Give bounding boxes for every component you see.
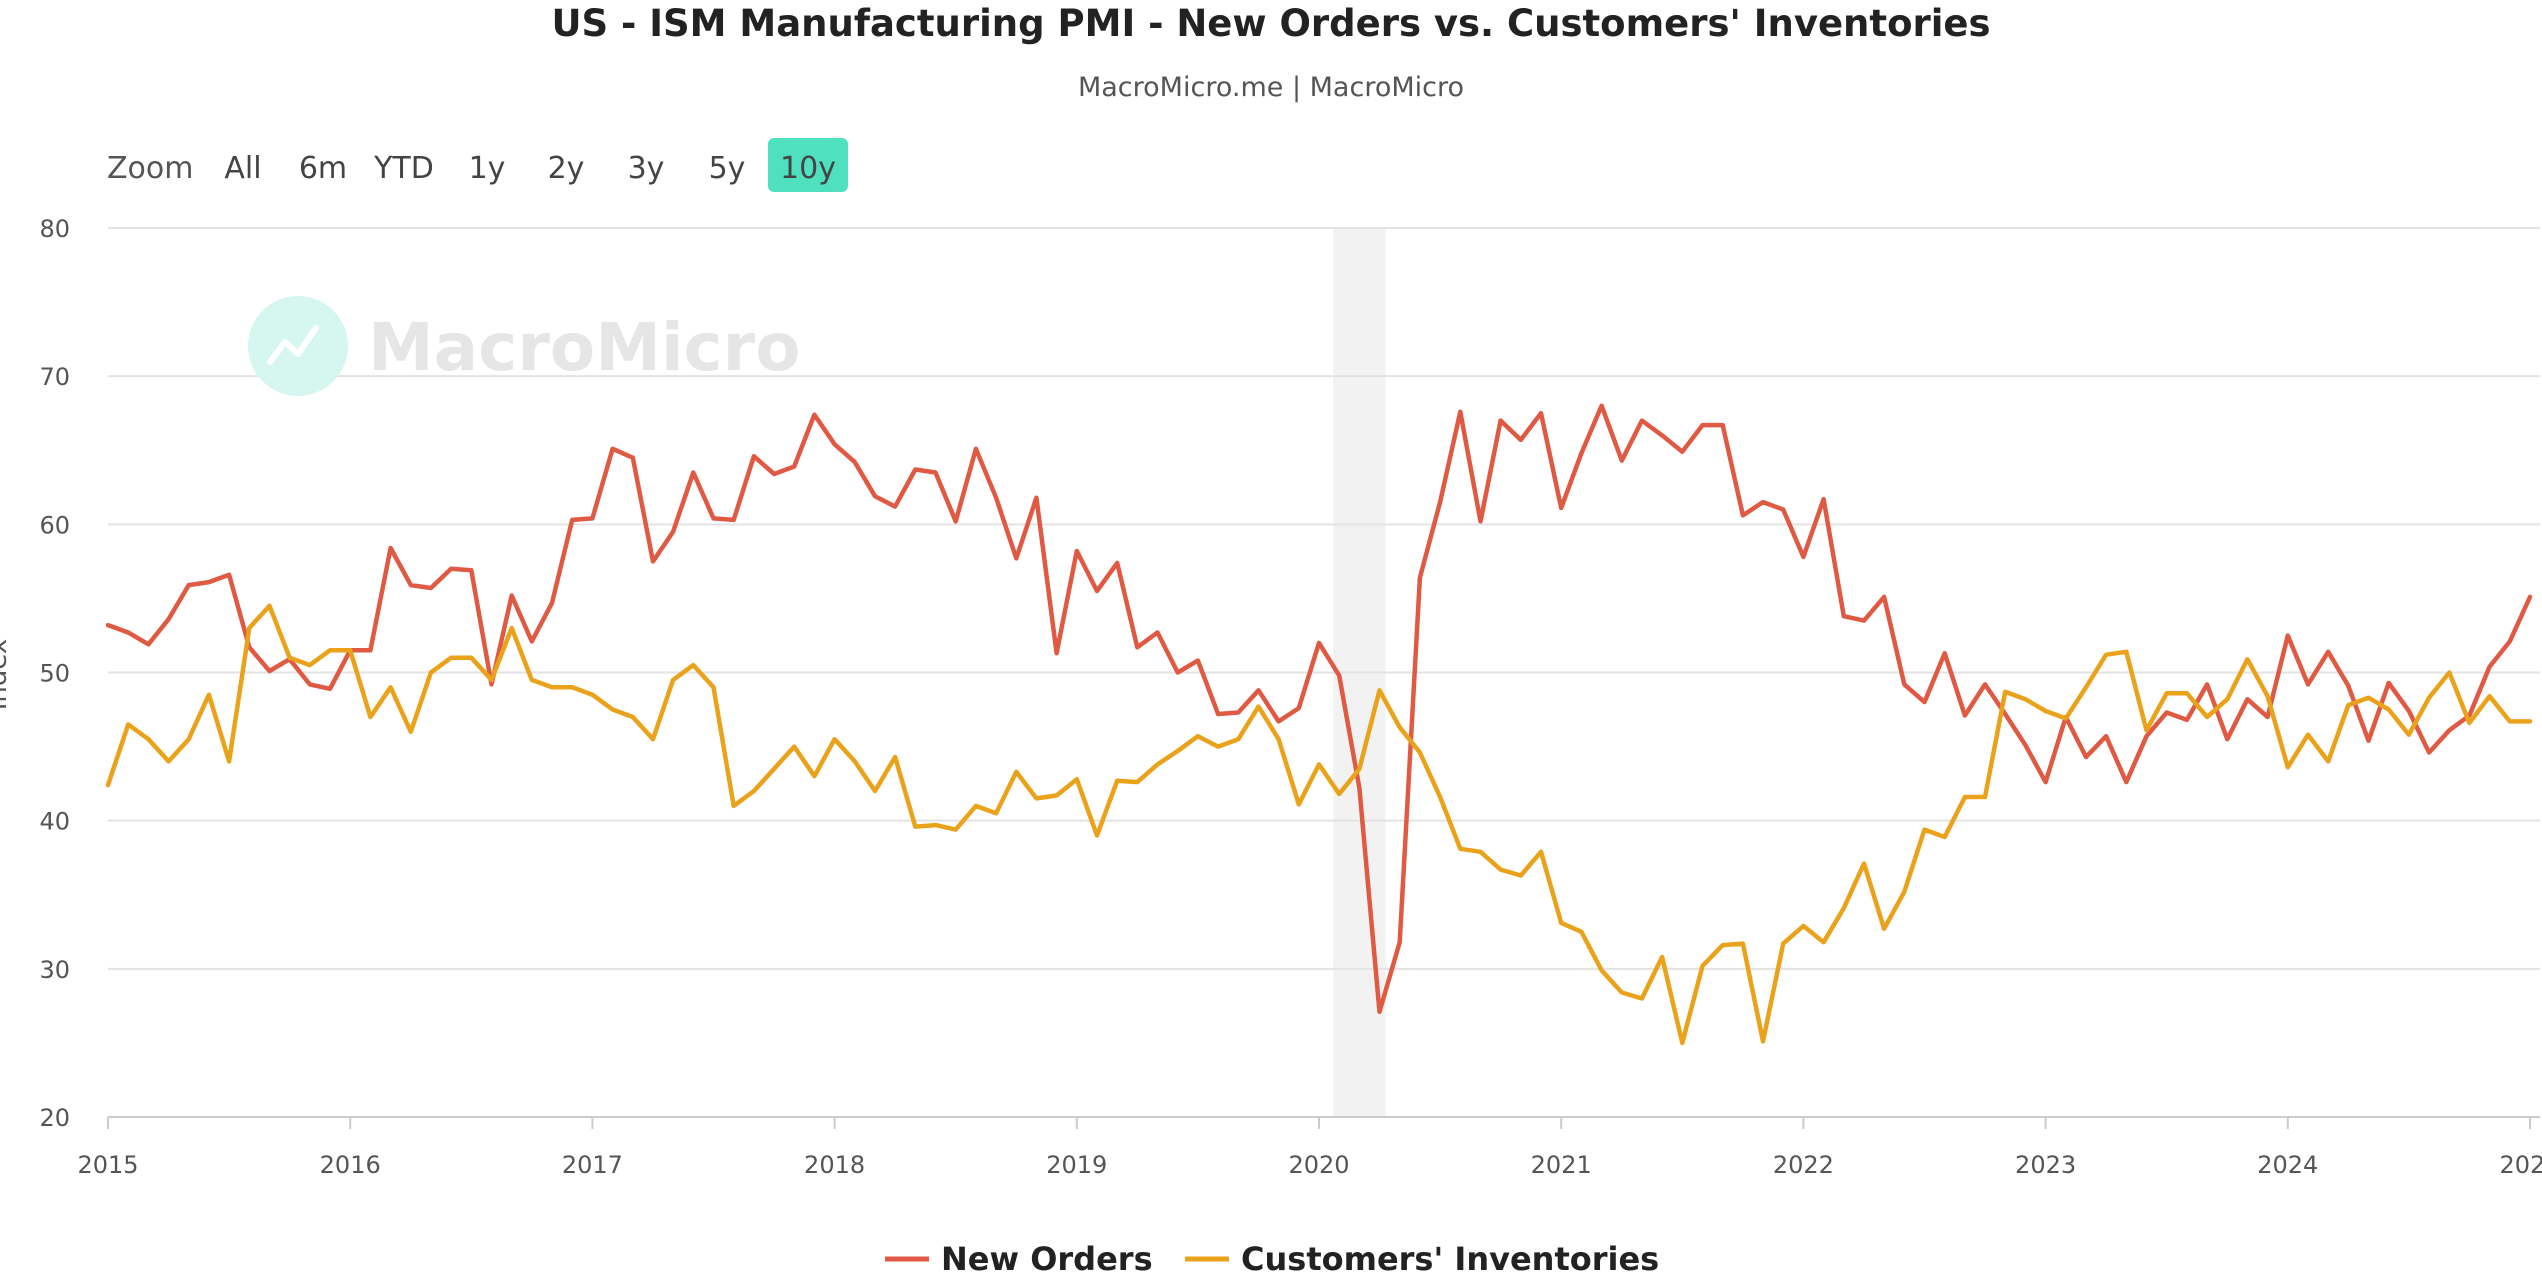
zoom-button-label: All [224, 151, 261, 186]
y-tick-label: 40 [39, 808, 70, 836]
x-tick-label: 2015 [77, 1151, 138, 1179]
y-axis-title: Index [0, 639, 13, 711]
watermark-logo-icon [248, 296, 348, 396]
legend-label: New Orders [941, 1240, 1153, 1278]
x-tick-label: 2016 [320, 1151, 381, 1179]
zoom-button-label: 6m [299, 151, 347, 186]
x-tick-label: 2024 [2257, 1151, 2318, 1179]
zoom-button-3y[interactable]: 3y [628, 151, 665, 186]
zoom-selector: Zoom All 6m YTD 1y 2y 3y 5y 10y [107, 138, 848, 192]
zoom-button-6m[interactable]: 6m [299, 151, 347, 186]
zoom-button-1y[interactable]: 1y [469, 151, 506, 186]
x-tick-label: 2020 [1288, 1151, 1349, 1179]
zoom-button-all[interactable]: All [224, 151, 261, 186]
series-line-customers-inventories [105, 603, 2533, 1046]
zoom-button-label: 3y [628, 151, 665, 186]
y-tick-label: 20 [39, 1104, 70, 1132]
watermark-text: MacroMicro [368, 309, 801, 386]
y-tick-label: 30 [39, 956, 70, 984]
zoom-button-ytd[interactable]: YTD [373, 151, 434, 186]
x-tick-label: 2023 [2015, 1151, 2076, 1179]
y-tick-label: 80 [39, 215, 70, 243]
zoom-button-label: 5y [709, 151, 746, 186]
x-tick-label: 2021 [1531, 1151, 1592, 1179]
x-tick-label: 2018 [804, 1151, 865, 1179]
legend-label: Customers' Inventories [1241, 1240, 1659, 1278]
legend: New Orders Customers' Inventories [885, 1240, 1659, 1278]
legend-item-customers-inventories[interactable]: Customers' Inventories [1185, 1240, 1659, 1278]
watermark: MacroMicro [248, 296, 801, 396]
zoom-button-5y[interactable]: 5y [709, 151, 746, 186]
zoom-button-2y[interactable]: 2y [548, 151, 585, 186]
zoom-button-label: 10y [780, 151, 836, 186]
chart-title: US - ISM Manufacturing PMI - New Orders … [551, 2, 1990, 45]
zoom-label: Zoom [107, 151, 193, 186]
zoom-button-label: 2y [548, 151, 585, 186]
series-line-new-orders [105, 403, 2533, 1015]
y-tick-label: 70 [39, 363, 70, 391]
zoom-button-selected-bg [768, 138, 848, 192]
chart-subtitle: MacroMicro.me | MacroMicro [1078, 72, 1464, 103]
x-tick-label: 2022 [1773, 1151, 1834, 1179]
zoom-button-label: YTD [373, 151, 434, 186]
y-tick-label: 50 [39, 660, 70, 688]
zoom-button-10y[interactable]: 10y [768, 138, 848, 192]
x-tick-label: 2019 [1046, 1151, 1107, 1179]
y-tick-label: 60 [39, 511, 70, 539]
x-tick-label: 2025 [2499, 1151, 2542, 1179]
legend-item-new-orders[interactable]: New Orders [885, 1240, 1153, 1278]
watermark-chart-icon [267, 325, 319, 365]
x-tick-label: 2017 [562, 1151, 623, 1179]
zoom-button-label: 1y [469, 151, 506, 186]
